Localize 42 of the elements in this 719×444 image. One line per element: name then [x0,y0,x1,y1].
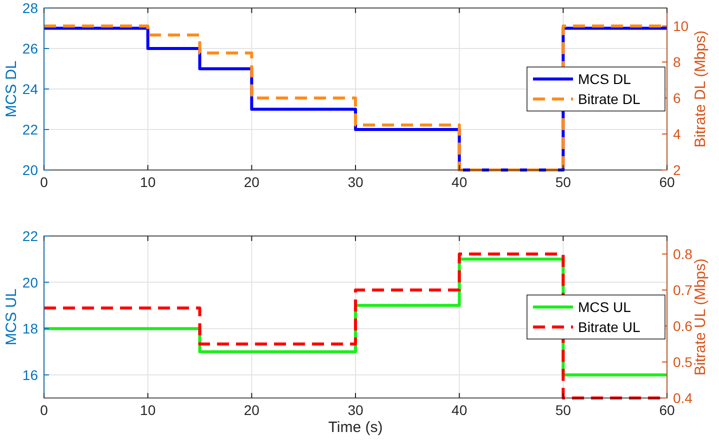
x-tick-label: 60 [659,402,675,418]
legend-label: Bitrate UL [578,319,640,335]
legend-label: Bitrate DL [578,91,640,107]
x-tick-label: 0 [40,402,48,418]
x-tick-label: 40 [452,402,468,418]
x-tick-label: 30 [348,174,364,190]
y2-tick-label: 8 [673,54,681,70]
y2-tick-label: 4 [673,126,681,142]
y2-tick-label: 0.6 [673,318,693,334]
x-tick-label: 50 [555,174,572,190]
y2-axis-title: Bitrate UL (Mbps) [692,258,709,376]
x-tick-label: 30 [348,402,364,418]
x-tick-label: 50 [555,402,572,418]
y-tick-label: 20 [22,274,38,290]
y2-tick-label: 0.4 [673,390,693,406]
x-axis-title: Time (s) [328,419,383,436]
y-axis-title: MCS DL [3,60,20,118]
y-axis-title: MCS UL [3,288,20,346]
x-tick-label: 60 [659,174,675,190]
x-tick-label: 10 [140,174,156,190]
legend-label: MCS DL [578,71,632,87]
x-tick-label: 40 [452,174,468,190]
y2-axis-title: Bitrate DL (Mbps) [692,30,709,148]
y2-tick-label: 0.7 [673,282,693,298]
y2-tick-label: 6 [673,90,681,106]
x-tick-label: 0 [40,174,48,190]
x-tick-label: 20 [244,402,260,418]
y-tick-label: 20 [22,162,38,178]
y-tick-label: 22 [22,228,38,244]
y2-tick-label: 2 [673,162,681,178]
y2-tick-label: 0.5 [673,354,693,370]
x-tick-label: 10 [140,402,156,418]
y-tick-label: 26 [22,40,38,56]
y-tick-label: 24 [22,81,38,97]
y2-tick-label: 10 [673,18,689,34]
legend-label: MCS UL [578,299,632,315]
x-tick-label: 20 [244,174,260,190]
y-tick-label: 28 [22,0,38,16]
y-tick-label: 22 [22,122,38,138]
y-tick-label: 18 [22,320,38,337]
y-tick-label: 16 [22,366,38,383]
y2-tick-label: 0.8 [673,246,693,262]
